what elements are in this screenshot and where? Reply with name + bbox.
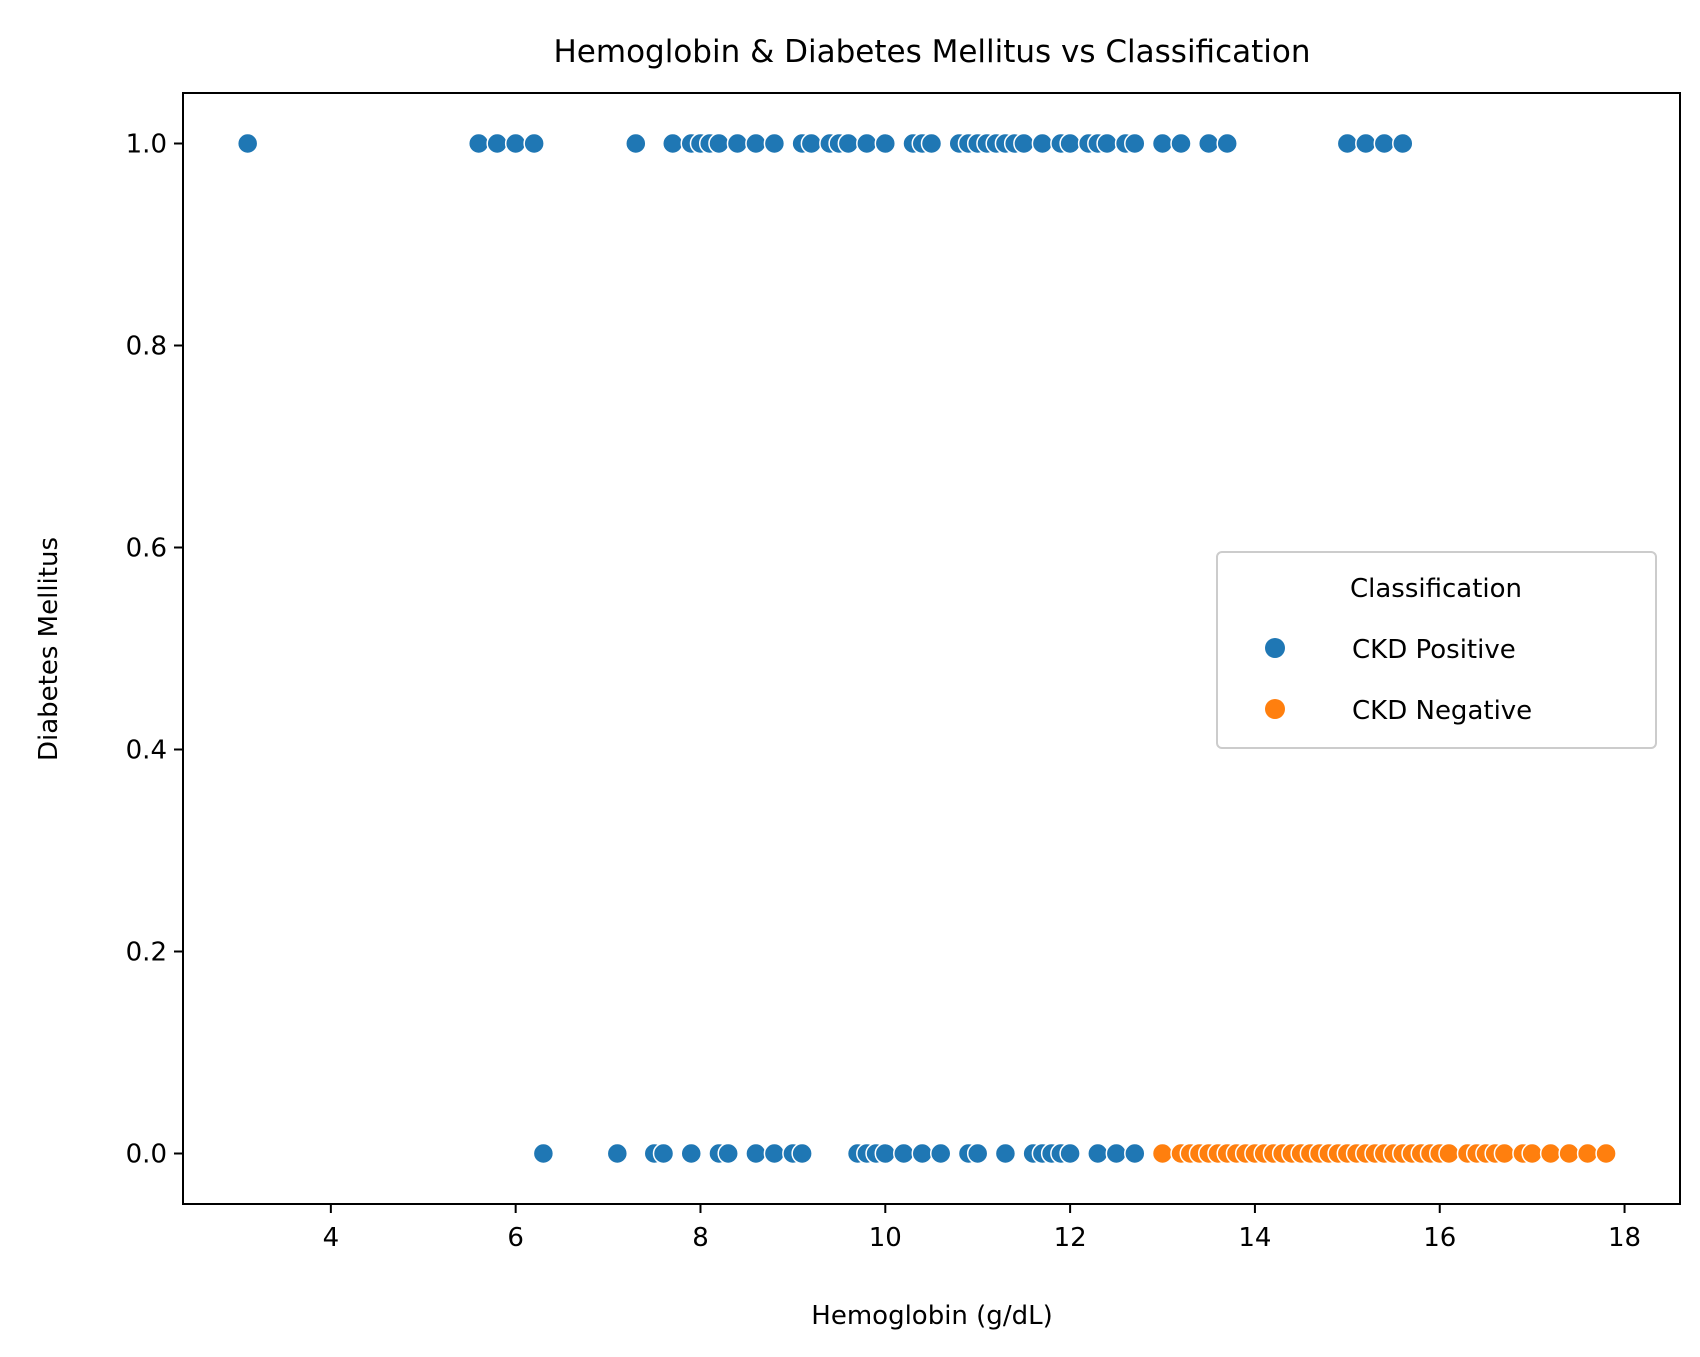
- data-point-ckd-positive: [1197, 132, 1220, 155]
- x-tick-label: 18: [1608, 1223, 1641, 1253]
- data-point-ckd-positive: [1087, 1142, 1109, 1165]
- data-point-ckd-positive: [1059, 1142, 1081, 1165]
- data-point-ckd-positive: [1216, 132, 1238, 155]
- y-tick-label: 1.0: [126, 130, 167, 160]
- data-point-ckd-positive: [1373, 132, 1396, 155]
- data-points: [236, 132, 1617, 1165]
- data-point-ckd-positive: [1124, 1142, 1146, 1165]
- data-point-ckd-positive: [1355, 132, 1377, 155]
- data-point-ckd-positive: [236, 132, 259, 155]
- x-tick-label: 4: [323, 1223, 340, 1253]
- data-point-ckd-positive: [745, 1142, 767, 1165]
- legend-label-ckd-positive: CKD Positive: [1352, 635, 1516, 665]
- data-point-ckd-negative: [1521, 1142, 1543, 1165]
- data-point-ckd-positive: [1096, 132, 1118, 155]
- data-point-ckd-positive: [966, 1142, 989, 1165]
- data-point-ckd-positive: [523, 132, 545, 155]
- data-point-ckd-positive: [1013, 132, 1035, 155]
- data-point-ckd-positive: [708, 132, 730, 155]
- data-point-ckd-positive: [606, 1142, 629, 1165]
- data-point-ckd-positive: [920, 132, 943, 155]
- x-tick-label: 10: [869, 1223, 902, 1253]
- data-point-ckd-positive: [662, 132, 684, 155]
- data-point-ckd-positive: [1151, 132, 1174, 155]
- data-point-ckd-positive: [625, 132, 647, 155]
- y-tick-label: 0.6: [126, 534, 167, 564]
- data-point-ckd-positive: [1031, 132, 1054, 155]
- data-point-ckd-positive: [1059, 132, 1081, 155]
- y-tick-label: 0.4: [126, 736, 167, 766]
- data-point-ckd-positive: [504, 132, 527, 155]
- data-point-ckd-negative: [1558, 1142, 1580, 1165]
- x-tick-label: 6: [507, 1223, 524, 1253]
- data-point-ckd-positive: [1124, 132, 1146, 155]
- legend-marker-ckd-positive: [1265, 638, 1285, 658]
- legend-box: [1216, 551, 1657, 749]
- legend-label-ckd-negative: CKD Negative: [1352, 696, 1532, 726]
- x-axis-ticks: 4 6 8 10 12 14 16 18: [323, 1204, 1641, 1253]
- x-tick-label: 14: [1238, 1223, 1271, 1253]
- y-axis-label: Diabetes Mellitus: [34, 537, 64, 761]
- data-point-ckd-positive: [1105, 1142, 1128, 1165]
- data-point-ckd-positive: [1170, 132, 1192, 155]
- legend-title: Classification: [1350, 574, 1522, 604]
- data-point-ckd-positive: [874, 1142, 897, 1165]
- chart-title: Hemoglobin & Diabetes Mellitus vs Classi…: [553, 34, 1310, 70]
- data-point-ckd-positive: [486, 132, 508, 155]
- data-point-ckd-positive: [994, 1142, 1017, 1165]
- data-point-ckd-positive: [1336, 132, 1359, 155]
- y-tick-label: 0.2: [126, 938, 167, 968]
- y-axis-ticks: 0.0 0.2 0.4 0.6 0.8 1.0: [126, 130, 183, 1170]
- x-axis-label: Hemoglobin (g/dL): [811, 1301, 1052, 1331]
- data-point-ckd-positive: [717, 1142, 739, 1165]
- x-tick-label: 16: [1423, 1223, 1456, 1253]
- data-point-ckd-positive: [1392, 132, 1414, 155]
- data-point-ckd-positive: [745, 132, 767, 155]
- data-point-ckd-positive: [893, 1142, 915, 1165]
- data-point-ckd-negative: [1151, 1142, 1174, 1165]
- x-tick-label: 12: [1054, 1223, 1087, 1253]
- data-point-ckd-negative: [1493, 1142, 1516, 1165]
- data-point-ckd-positive: [763, 1142, 786, 1165]
- data-point-ckd-positive: [911, 1142, 934, 1165]
- plot-frame: [182, 92, 1681, 1205]
- legend: Classification CKD Positive CKD Negative: [1216, 551, 1657, 749]
- data-point-ckd-positive: [726, 132, 749, 155]
- data-point-ckd-positive: [467, 132, 490, 155]
- legend-marker-ckd-negative: [1265, 699, 1285, 719]
- data-point-ckd-positive: [763, 132, 786, 155]
- data-point-ckd-positive: [532, 1142, 555, 1165]
- y-tick-label: 0.8: [126, 332, 167, 362]
- data-point-ckd-positive: [856, 132, 878, 155]
- data-point-ckd-positive: [929, 1142, 952, 1165]
- y-tick-label: 0.0: [126, 1140, 167, 1170]
- data-point-ckd-positive: [837, 132, 860, 155]
- data-point-ckd-positive: [680, 1142, 702, 1165]
- data-point-ckd-negative: [1539, 1142, 1562, 1165]
- data-point-ckd-positive: [874, 132, 897, 155]
- data-point-ckd-negative: [1438, 1142, 1460, 1165]
- data-point-ckd-positive: [652, 1142, 675, 1165]
- data-point-ckd-positive: [791, 1142, 813, 1165]
- data-point-ckd-positive: [800, 132, 823, 155]
- data-point-ckd-negative: [1576, 1142, 1599, 1165]
- data-point-ckd-negative: [1595, 1142, 1617, 1165]
- x-tick-label: 8: [692, 1223, 709, 1253]
